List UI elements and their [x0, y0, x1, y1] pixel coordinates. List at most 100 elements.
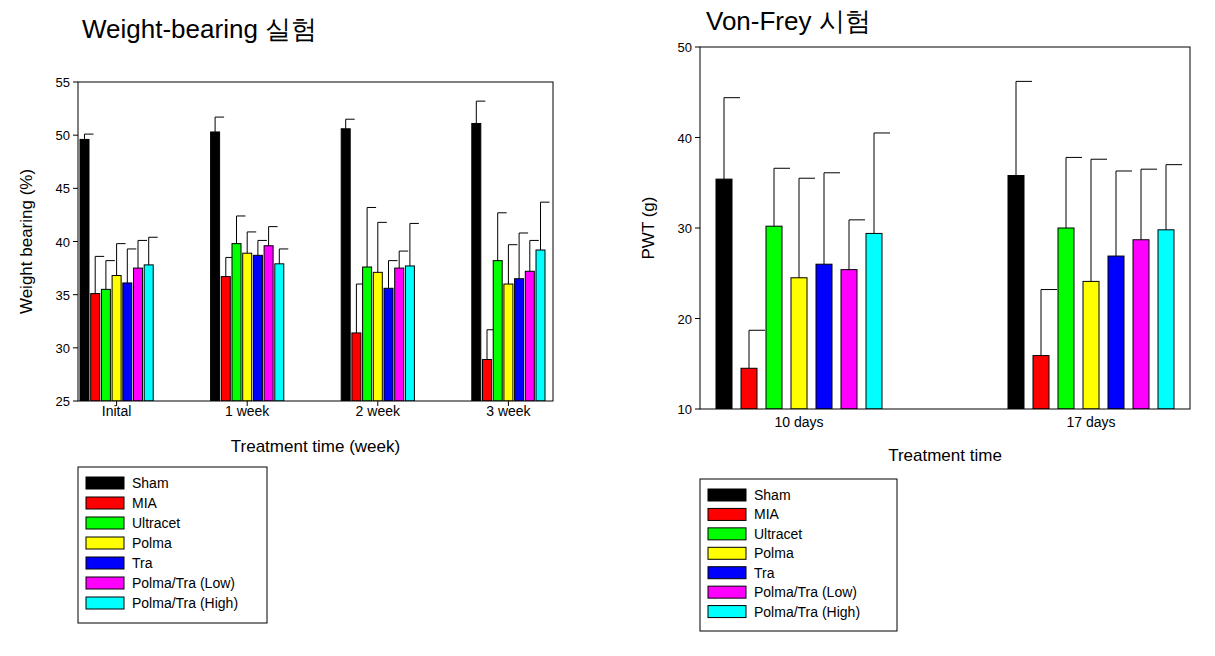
legend-swatch	[708, 586, 746, 598]
bar	[395, 268, 404, 401]
error-bar	[1166, 165, 1182, 230]
error-bar	[215, 117, 224, 132]
error-cap	[1141, 169, 1157, 170]
error-line	[116, 244, 117, 276]
error-cap	[799, 178, 815, 179]
error-bar	[149, 237, 158, 265]
error-line	[487, 330, 488, 360]
error-line	[874, 133, 875, 233]
error-bar	[849, 220, 865, 270]
error-bar	[85, 134, 94, 139]
bar	[515, 279, 524, 401]
y-tick-label: 25	[56, 394, 70, 409]
bar	[525, 271, 534, 401]
error-bar	[1141, 169, 1157, 240]
error-line	[497, 213, 498, 261]
error-bar	[237, 216, 246, 244]
error-cap	[410, 223, 419, 224]
error-line	[724, 98, 725, 179]
legend-swatch	[708, 547, 746, 559]
bar	[144, 265, 153, 401]
error-cap	[824, 172, 840, 173]
error-bar	[378, 222, 387, 272]
bar	[866, 233, 882, 409]
error-bar	[95, 256, 104, 293]
legend-label: MIA	[754, 506, 780, 522]
legend-swatch	[708, 489, 746, 501]
error-bar	[1066, 157, 1082, 228]
bar	[384, 288, 393, 401]
x-tick-label: 3 week	[486, 403, 531, 419]
y-tick	[73, 401, 78, 402]
bar	[352, 333, 361, 401]
error-cap	[95, 256, 104, 257]
error-cap	[215, 117, 224, 118]
bar	[123, 283, 132, 401]
bar	[1108, 256, 1124, 409]
plot-frame	[700, 47, 1190, 409]
bar	[1033, 356, 1049, 409]
x-tick-label: 10 days	[774, 414, 823, 430]
legend-label: Polma/Tra (Low)	[754, 584, 857, 600]
y-tick-label: 20	[678, 312, 692, 327]
error-cap	[138, 240, 147, 241]
y-tick-label: 55	[56, 75, 70, 90]
error-bar	[410, 223, 419, 266]
bar	[1058, 228, 1074, 409]
error-cap	[149, 237, 158, 238]
legend-swatch	[708, 606, 746, 618]
y-tick	[695, 228, 700, 229]
y-tick	[73, 347, 78, 348]
legend-label: Polma/Tra (High)	[132, 595, 238, 611]
error-line	[824, 173, 825, 264]
y-tick-label: 30	[56, 341, 70, 356]
legend-swatch	[708, 528, 746, 540]
bar	[341, 129, 350, 401]
bar	[1008, 176, 1024, 409]
error-line	[529, 240, 530, 271]
error-cap	[1091, 159, 1107, 160]
bar	[101, 289, 110, 401]
error-line	[1116, 171, 1117, 256]
error-cap	[1116, 170, 1132, 171]
bar	[766, 226, 782, 409]
bar	[253, 255, 262, 401]
plot-frame	[78, 82, 553, 401]
error-bar	[367, 207, 376, 267]
error-line	[215, 117, 216, 132]
chart-panel: Weight-bearing 실험25303540455055Inital1 w…	[17, 14, 553, 623]
error-line	[377, 222, 378, 272]
error-line	[774, 168, 775, 226]
bar	[1133, 240, 1149, 409]
legend-swatch	[708, 567, 746, 579]
y-axis-label: Weight bearing (%)	[17, 169, 36, 314]
error-cap	[269, 226, 278, 227]
y-tick	[73, 82, 78, 83]
error-line	[268, 227, 269, 246]
error-line	[476, 101, 477, 123]
legend-label: Sham	[754, 487, 791, 503]
error-cap	[117, 243, 126, 244]
x-tick-label: 2 week	[356, 403, 401, 419]
bar	[221, 277, 230, 401]
error-line	[225, 257, 226, 276]
error-line	[105, 261, 106, 290]
y-tick-label: 45	[56, 181, 70, 196]
y-tick-label: 50	[678, 40, 692, 55]
error-cap	[1041, 289, 1057, 290]
error-line	[138, 240, 139, 268]
legend-swatch	[86, 497, 124, 509]
error-cap	[279, 248, 288, 249]
error-line	[247, 232, 248, 253]
bar	[1158, 230, 1174, 409]
error-bar	[498, 213, 507, 261]
error-line	[519, 233, 520, 279]
error-cap	[476, 101, 485, 102]
error-line	[95, 256, 96, 293]
error-cap	[247, 231, 256, 232]
y-tick	[73, 241, 78, 242]
bar	[211, 132, 220, 401]
legend-label: Tra	[132, 555, 153, 571]
legend-swatch	[708, 508, 746, 520]
legend-label: Polma/Tra (Low)	[132, 575, 235, 591]
